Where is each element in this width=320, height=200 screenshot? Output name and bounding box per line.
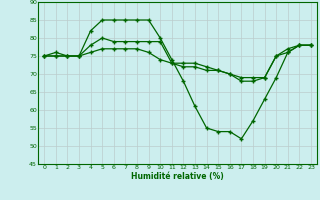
X-axis label: Humidité relative (%): Humidité relative (%) (131, 172, 224, 181)
